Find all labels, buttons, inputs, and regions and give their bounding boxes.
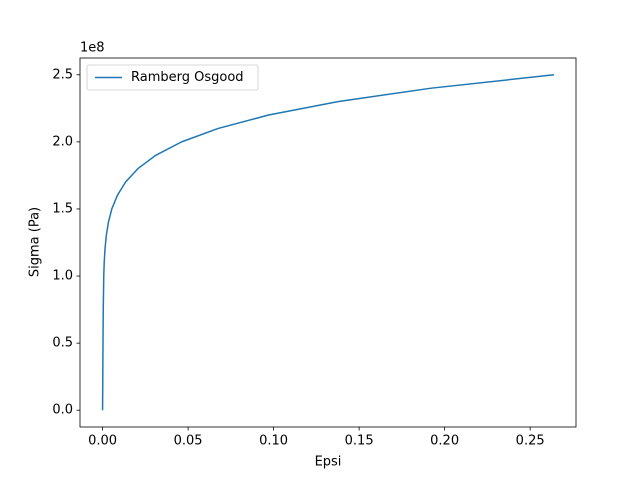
x-tick-label: 0.20 (430, 434, 459, 449)
y-axis-label: Sigma (Pa) (28, 207, 43, 277)
y-tick-label: 2.0 (52, 134, 73, 149)
data-line (101, 74, 555, 411)
legend-box (86, 64, 259, 91)
x-tick-label: 0.00 (88, 434, 117, 449)
y-offset-label: 1e8 (80, 41, 105, 56)
x-tick-label: 0.25 (516, 434, 545, 449)
y-tick-label: 0.5 (52, 336, 73, 351)
x-tick-label: 0.15 (345, 434, 374, 449)
y-tick-label: 1.0 (52, 269, 73, 284)
legend-label: Ramberg Osgood (131, 70, 244, 85)
y-tick-label: 2.5 (52, 67, 73, 82)
y-tick-label: 0.0 (52, 403, 73, 418)
x-tick-label: 0.05 (174, 434, 203, 449)
x-axis-label: Epsi (315, 455, 342, 470)
x-tick-label: 0.10 (259, 434, 288, 449)
y-tick-label: 1.5 (52, 201, 73, 216)
axes-frame (79, 57, 577, 428)
